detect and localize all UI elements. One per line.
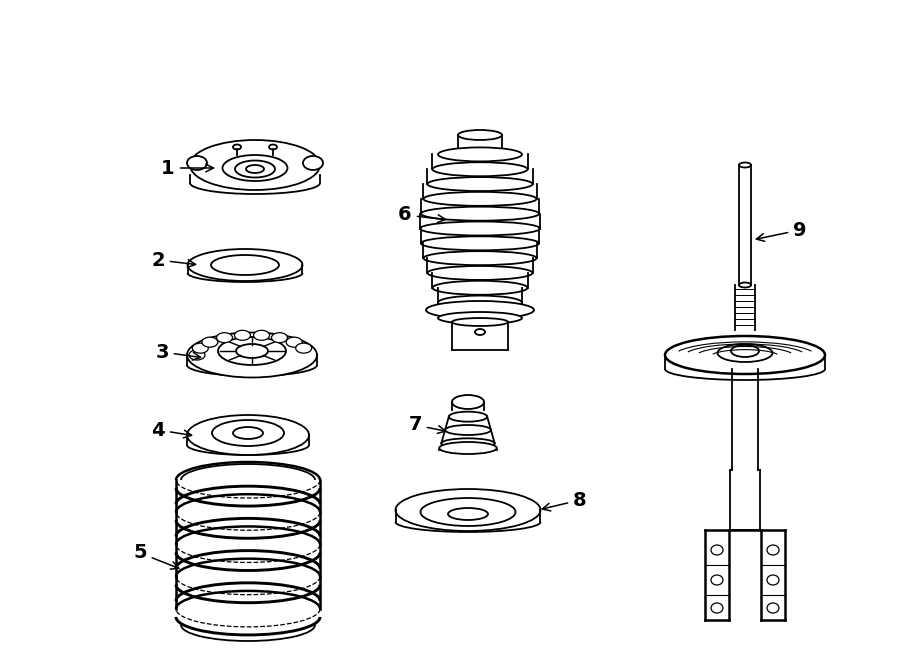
- Ellipse shape: [187, 156, 207, 170]
- Ellipse shape: [449, 412, 487, 422]
- Ellipse shape: [767, 545, 779, 555]
- Ellipse shape: [423, 251, 536, 265]
- Ellipse shape: [236, 344, 268, 358]
- Ellipse shape: [217, 332, 232, 342]
- Ellipse shape: [202, 337, 218, 347]
- Ellipse shape: [421, 237, 539, 251]
- Ellipse shape: [423, 192, 536, 206]
- Ellipse shape: [296, 343, 311, 353]
- Ellipse shape: [246, 165, 264, 173]
- Ellipse shape: [269, 145, 277, 149]
- Ellipse shape: [187, 249, 302, 281]
- Ellipse shape: [211, 255, 279, 275]
- Ellipse shape: [420, 221, 540, 235]
- Text: 5: 5: [133, 543, 179, 569]
- Ellipse shape: [286, 337, 302, 347]
- Ellipse shape: [731, 345, 759, 357]
- Ellipse shape: [187, 332, 317, 377]
- Text: 6: 6: [398, 206, 446, 225]
- Ellipse shape: [432, 162, 527, 176]
- Text: 8: 8: [543, 490, 587, 511]
- Ellipse shape: [234, 330, 250, 340]
- Ellipse shape: [767, 575, 779, 585]
- Ellipse shape: [711, 545, 723, 555]
- Ellipse shape: [438, 295, 522, 309]
- Ellipse shape: [189, 350, 205, 360]
- Ellipse shape: [438, 147, 522, 161]
- Ellipse shape: [439, 442, 497, 454]
- Ellipse shape: [717, 344, 772, 362]
- Ellipse shape: [446, 425, 491, 435]
- Text: 9: 9: [756, 221, 806, 241]
- Ellipse shape: [739, 163, 751, 167]
- Ellipse shape: [222, 155, 287, 181]
- Ellipse shape: [395, 489, 541, 531]
- Ellipse shape: [448, 508, 488, 520]
- Ellipse shape: [193, 343, 208, 353]
- Text: 4: 4: [151, 420, 192, 440]
- Text: 7: 7: [409, 416, 446, 434]
- Ellipse shape: [426, 301, 534, 319]
- Ellipse shape: [233, 145, 241, 149]
- Ellipse shape: [421, 207, 539, 221]
- Ellipse shape: [212, 420, 284, 446]
- Ellipse shape: [428, 177, 533, 191]
- Ellipse shape: [190, 140, 320, 190]
- Ellipse shape: [767, 603, 779, 613]
- Ellipse shape: [452, 318, 508, 326]
- Ellipse shape: [187, 415, 309, 455]
- Ellipse shape: [711, 575, 723, 585]
- Ellipse shape: [665, 336, 825, 374]
- Ellipse shape: [420, 498, 516, 526]
- Ellipse shape: [233, 427, 263, 439]
- Text: 1: 1: [161, 159, 213, 178]
- Ellipse shape: [218, 337, 286, 365]
- Ellipse shape: [438, 312, 522, 324]
- Ellipse shape: [711, 603, 723, 613]
- Ellipse shape: [458, 130, 502, 140]
- Ellipse shape: [739, 282, 751, 288]
- Ellipse shape: [254, 330, 270, 340]
- Ellipse shape: [432, 281, 527, 295]
- Ellipse shape: [303, 156, 323, 170]
- Ellipse shape: [475, 329, 485, 335]
- Ellipse shape: [272, 332, 287, 342]
- Text: 3: 3: [155, 342, 201, 362]
- Ellipse shape: [428, 266, 533, 280]
- Ellipse shape: [452, 395, 484, 409]
- Text: 2: 2: [151, 251, 195, 270]
- Ellipse shape: [441, 438, 495, 448]
- Ellipse shape: [235, 161, 275, 178]
